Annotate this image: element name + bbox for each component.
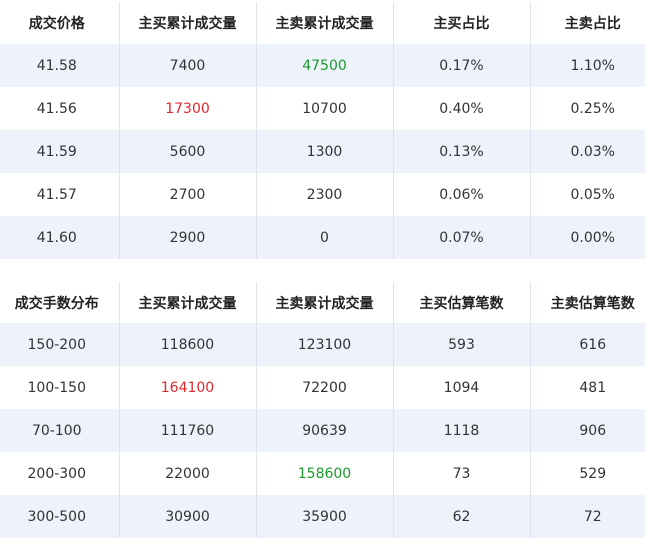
table-row: 41.59 5600 1300 0.13% 0.03%: [0, 130, 645, 173]
cell-buy-volume: 2700: [119, 173, 257, 216]
cell-buy-count: 593: [393, 323, 531, 366]
cell-sell-ratio: 0.05%: [530, 173, 645, 216]
cell-price: 41.60: [0, 216, 120, 259]
cell-buy-count: 62: [393, 495, 531, 538]
table-row: 41.58 7400 47500 0.17% 1.10%: [0, 44, 645, 87]
header-buy-count: 主买估算笔数: [393, 282, 531, 323]
cell-price: 41.57: [0, 173, 120, 216]
cell-buy-count: 1094: [393, 366, 531, 409]
header-sell-volume: 主卖累计成交量: [256, 282, 394, 323]
cell-sell-volume: 2300: [256, 173, 394, 216]
header-sell-volume: 主卖累计成交量: [256, 2, 394, 44]
cell-sell-count: 906: [530, 409, 645, 452]
cell-buy-volume: 118600: [119, 323, 257, 366]
table-row: 41.57 2700 2300 0.06% 0.05%: [0, 173, 645, 216]
cell-buy-count: 1118: [393, 409, 531, 452]
cell-sell-ratio: 0.00%: [530, 216, 645, 259]
cell-price: 41.56: [0, 87, 120, 130]
cell-buy-volume: 164100: [119, 366, 257, 409]
cell-sell-volume: 158600: [256, 452, 394, 495]
cell-buy-volume: 30900: [119, 495, 257, 538]
header-sell-ratio: 主卖占比: [530, 2, 645, 44]
table-row: 41.60 2900 0 0.07% 0.00%: [0, 216, 645, 259]
table-row: 41.56 17300 10700 0.40% 0.25%: [0, 87, 645, 130]
cell-buy-ratio: 0.07%: [393, 216, 531, 259]
cell-size-range: 300-500: [0, 495, 120, 538]
cell-buy-ratio: 0.06%: [393, 173, 531, 216]
table-separator: [0, 260, 645, 282]
cell-sell-ratio: 1.10%: [530, 44, 645, 87]
cell-buy-volume: 7400: [119, 44, 257, 87]
table-row: 150-200 118600 123100 593 616: [0, 323, 645, 366]
cell-sell-volume: 35900: [256, 495, 394, 538]
price-distribution-table: 成交价格 主买累计成交量 主卖累计成交量 主买占比 主卖占比 41.58 740…: [0, 2, 645, 259]
table-header-row: 成交价格 主买累计成交量 主卖累计成交量 主买占比 主卖占比: [0, 2, 645, 44]
cell-buy-count: 73: [393, 452, 531, 495]
cell-buy-volume: 17300: [119, 87, 257, 130]
cell-buy-ratio: 0.13%: [393, 130, 531, 173]
cell-sell-count: 529: [530, 452, 645, 495]
cell-sell-count: 616: [530, 323, 645, 366]
cell-sell-ratio: 0.25%: [530, 87, 645, 130]
table-row: 70-100 111760 90639 1118 906: [0, 409, 645, 452]
table-header-row: 成交手数分布 主买累计成交量 主卖累计成交量 主买估算笔数 主卖估算笔数: [0, 282, 645, 323]
cell-sell-volume: 0: [256, 216, 394, 259]
cell-buy-ratio: 0.17%: [393, 44, 531, 87]
header-buy-volume: 主买累计成交量: [119, 2, 257, 44]
cell-sell-volume: 10700: [256, 87, 394, 130]
cell-sell-volume: 90639: [256, 409, 394, 452]
cell-sell-ratio: 0.03%: [530, 130, 645, 173]
cell-size-range: 100-150: [0, 366, 120, 409]
cell-sell-volume: 72200: [256, 366, 394, 409]
cell-buy-volume: 2900: [119, 216, 257, 259]
header-price: 成交价格: [0, 2, 120, 44]
cell-buy-volume: 22000: [119, 452, 257, 495]
cell-sell-count: 72: [530, 495, 645, 538]
table-row: 300-500 30900 35900 62 72: [0, 495, 645, 538]
cell-sell-volume: 123100: [256, 323, 394, 366]
cell-buy-volume: 111760: [119, 409, 257, 452]
cell-sell-count: 481: [530, 366, 645, 409]
cell-sell-volume: 47500: [256, 44, 394, 87]
cell-size-range: 200-300: [0, 452, 120, 495]
cell-buy-volume: 5600: [119, 130, 257, 173]
table-row: 200-300 22000 158600 73 529: [0, 452, 645, 495]
cell-size-range: 70-100: [0, 409, 120, 452]
cell-size-range: 150-200: [0, 323, 120, 366]
cell-sell-volume: 1300: [256, 130, 394, 173]
size-distribution-table: 成交手数分布 主买累计成交量 主卖累计成交量 主买估算笔数 主卖估算笔数 150…: [0, 282, 645, 538]
header-buy-ratio: 主买占比: [393, 2, 531, 44]
cell-buy-ratio: 0.40%: [393, 87, 531, 130]
header-buy-volume: 主买累计成交量: [119, 282, 257, 323]
header-sell-count: 主卖估算笔数: [530, 282, 645, 323]
header-size-range: 成交手数分布: [0, 282, 120, 323]
cell-price: 41.58: [0, 44, 120, 87]
cell-price: 41.59: [0, 130, 120, 173]
table-row: 100-150 164100 72200 1094 481: [0, 366, 645, 409]
